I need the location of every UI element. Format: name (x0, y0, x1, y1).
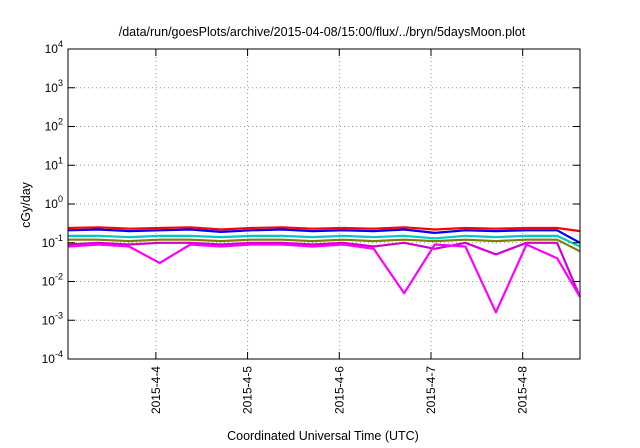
y-tick-label: 102 (45, 117, 63, 134)
y-tick-label: 10-1 (42, 233, 63, 250)
x-tick-label: 2015-4-8 (516, 366, 530, 414)
y-tick-label: 10-2 (42, 272, 63, 289)
x-tick-label: 2015-4-7 (424, 366, 438, 414)
y-tick-label: 10-3 (42, 310, 63, 327)
series-line (67, 226, 581, 233)
data-series (67, 226, 582, 314)
series-line (67, 243, 581, 314)
axis-ticks: 10-4 10-3 10-2 10-1 100 101 102 103 104 2015-4-4 2… (42, 39, 580, 414)
y-tick-label: 103 (45, 78, 63, 95)
x-tick-label: 2015-4-6 (332, 366, 346, 414)
y-tick-label: 10-4 (42, 349, 63, 366)
y-tick-label: 101 (45, 155, 63, 172)
x-tick-label: 2015-4-5 (241, 366, 255, 414)
series-line (67, 228, 581, 244)
series-line (67, 241, 582, 298)
series-line (68, 238, 581, 253)
y-axis-label: cGy/day (19, 181, 33, 228)
series-line (68, 234, 581, 248)
x-tick-label: 2015-4-4 (149, 366, 163, 414)
y-tick-label: 100 (45, 194, 63, 211)
grid-lines (68, 49, 580, 359)
chart-title: /data/run/goesPlots/archive/2015-04-08/1… (119, 25, 526, 39)
x-axis-label: Coordinated Universal Time (UTC) (227, 429, 419, 443)
y-tick-label: 104 (45, 39, 63, 56)
